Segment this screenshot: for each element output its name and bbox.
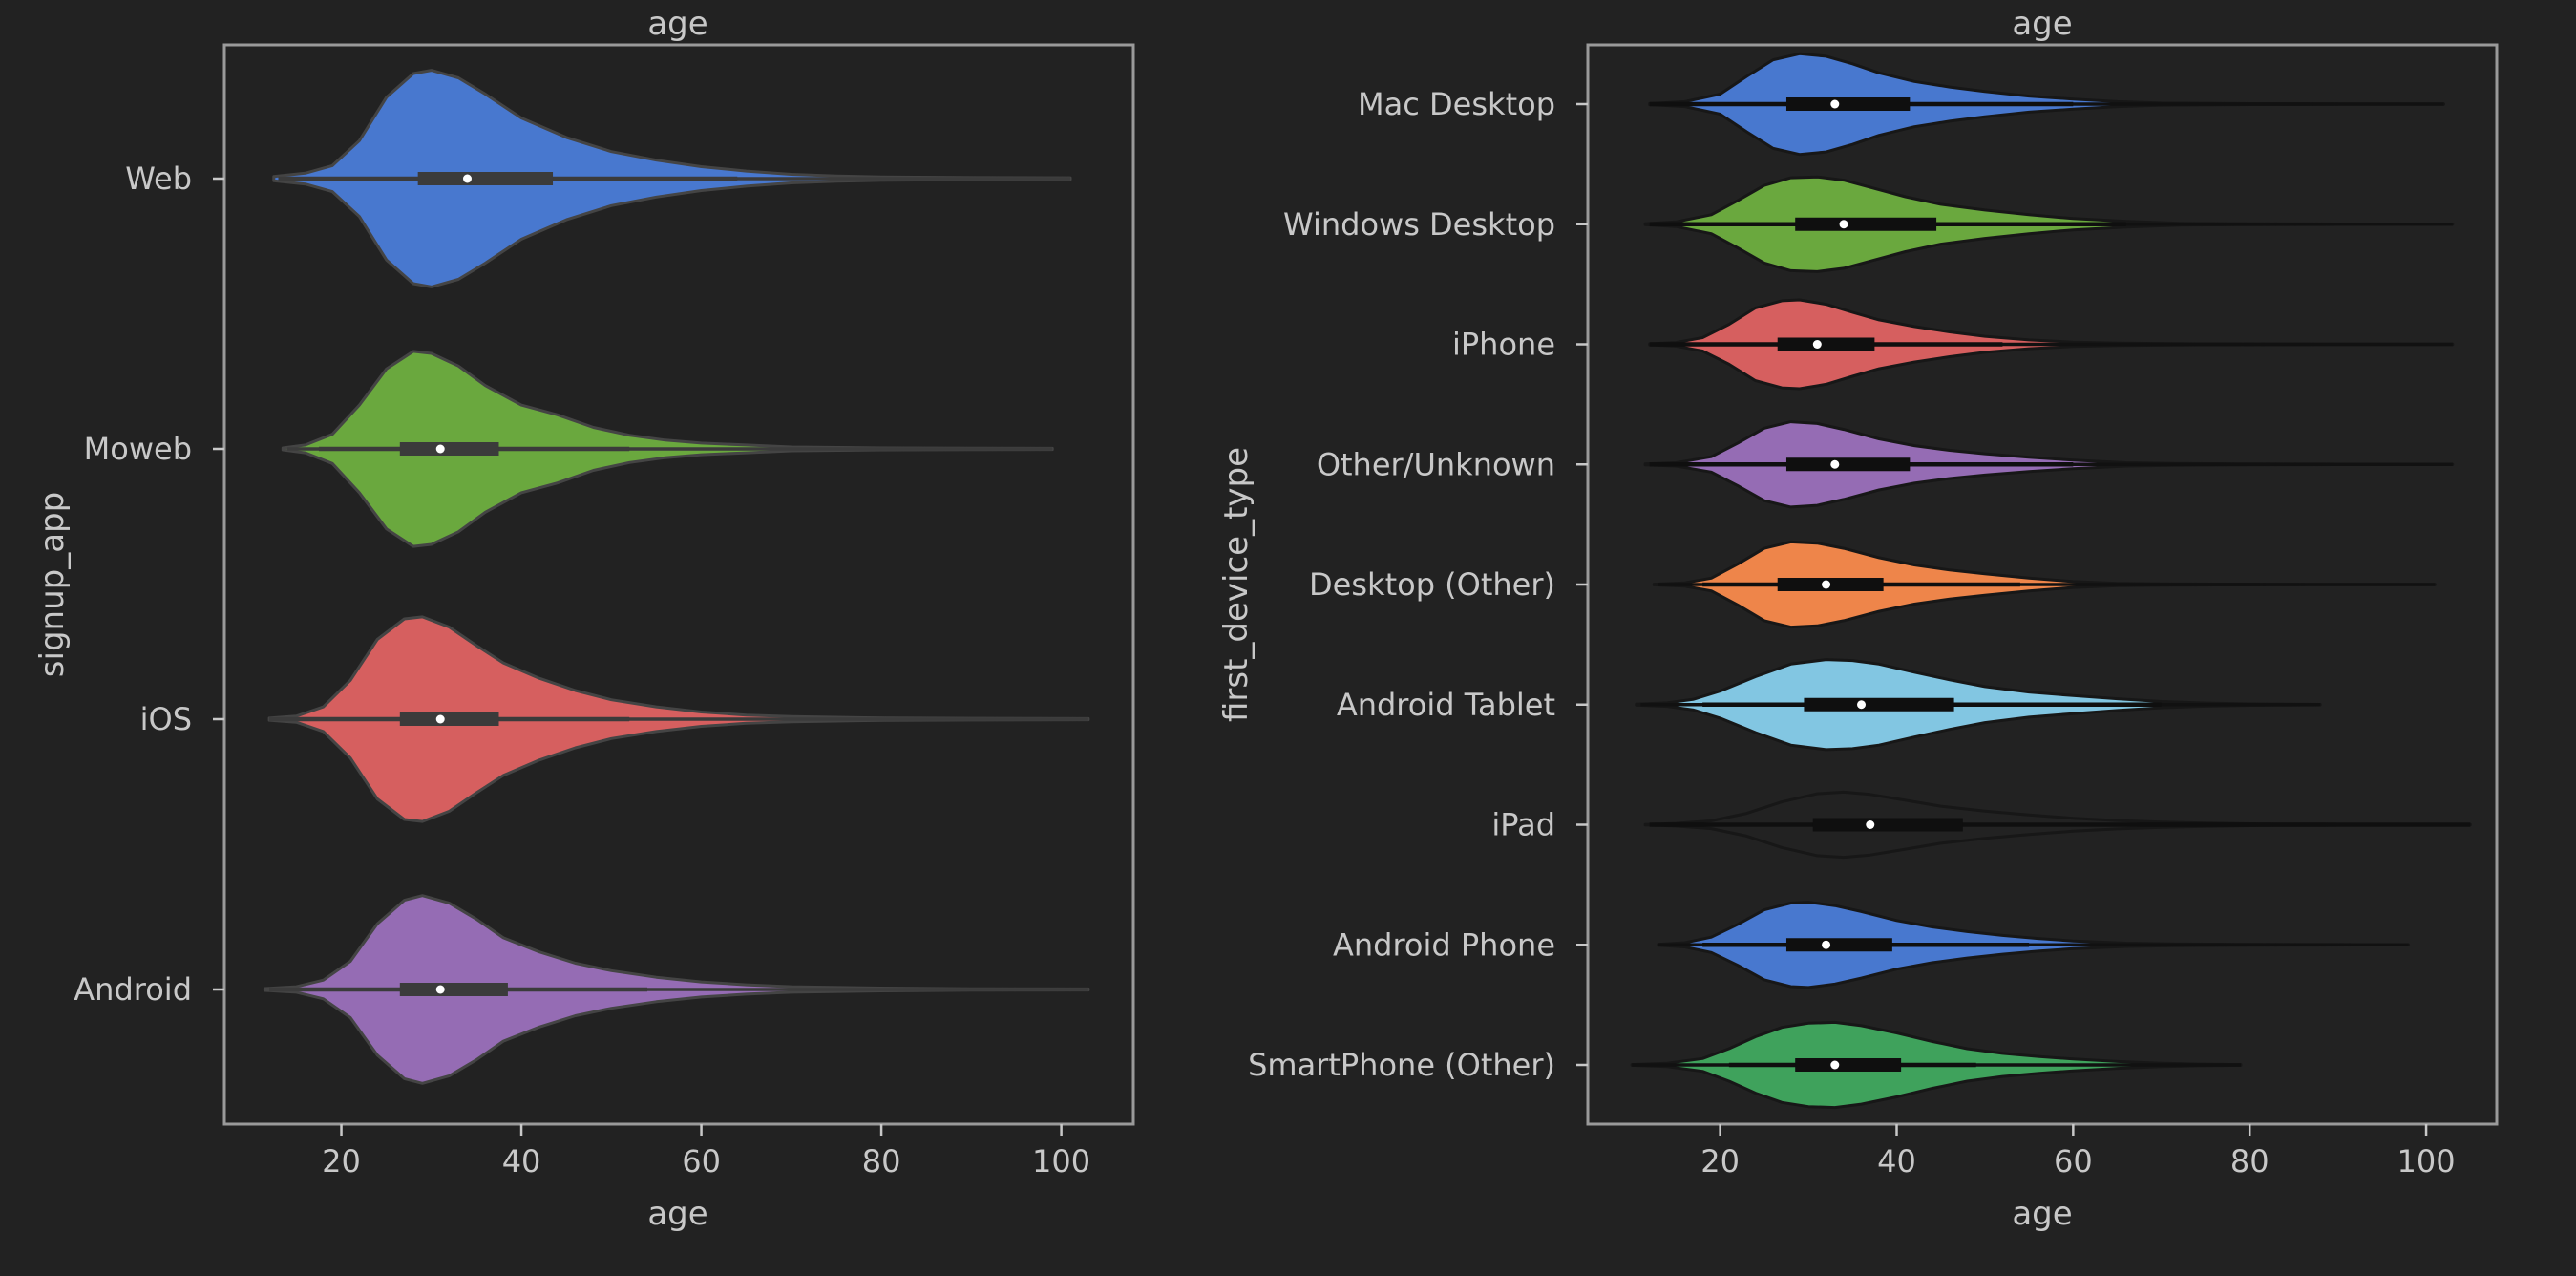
x-tick-label-100: 100	[2397, 1143, 2456, 1180]
left-violins	[263, 69, 1090, 1085]
x-tick-label-60: 60	[2054, 1143, 2093, 1180]
median-dot-ios	[435, 714, 445, 724]
median-dot-ipad	[1866, 820, 1875, 829]
median-dot-web	[462, 174, 472, 183]
x-tick-label-40: 40	[1877, 1143, 1916, 1180]
iqr-box-smartphone-other	[1795, 1058, 1902, 1072]
iqr-box-moweb	[399, 442, 499, 456]
median-dot-mac-desktop	[1830, 99, 1840, 109]
iqr-box-ipad	[1812, 818, 1963, 832]
x-tick-label-20: 20	[322, 1143, 361, 1180]
median-dot-android-phone	[1822, 940, 1831, 949]
y-tick-label-android-phone: Android Phone	[1333, 926, 1555, 963]
iqr-box-iphone	[1777, 337, 1875, 351]
median-dot-other-unknown	[1830, 459, 1840, 469]
left-x-axis-ticks: 20 40 60 80 100	[322, 1124, 1090, 1180]
left-x-axis-label: age	[647, 1195, 707, 1233]
right-x-axis-label: age	[2012, 1195, 2072, 1233]
iqr-box-android-phone	[1785, 938, 1892, 952]
x-tick-label-80: 80	[2230, 1143, 2270, 1180]
left-y-axis-label: signup_app	[33, 492, 72, 677]
right-y-axis-ticks: Mac Desktop Windows Desktop iPhone Other/Un…	[1248, 86, 1588, 1083]
iqr-box-web	[417, 172, 554, 185]
x-tick-label-20: 20	[1700, 1143, 1740, 1180]
y-tick-label-other-unknown: Other/Unknown	[1317, 446, 1555, 482]
y-tick-label-ios: iOS	[140, 701, 192, 737]
left-plot-frame	[222, 43, 1135, 1126]
iqr-box-mac-desktop	[1785, 97, 1911, 111]
y-tick-label-desktop-other: Desktop (Other)	[1309, 566, 1555, 603]
signup-app-violin-panel: age Web Moweb iOS Android 20 40 60 80 100 age s…	[33, 5, 1135, 1233]
right-panel-title: age	[2012, 5, 2072, 43]
median-dot-android	[435, 985, 445, 994]
y-tick-label-android: Android	[74, 971, 192, 1008]
y-tick-label-smartphone-other: SmartPhone (Other)	[1248, 1047, 1555, 1083]
median-dot-android-tablet	[1857, 700, 1867, 710]
x-tick-label-60: 60	[682, 1143, 721, 1180]
y-tick-label-ipad: iPad	[1491, 807, 1555, 843]
median-dot-iphone	[1812, 340, 1822, 349]
right-y-axis-label: first_device_type	[1217, 447, 1256, 722]
left-panel-title: age	[647, 5, 707, 43]
median-dot-windows-desktop	[1839, 220, 1848, 229]
iqr-box-android	[399, 983, 508, 996]
iqr-box-ios	[399, 712, 499, 726]
y-tick-label-windows-desktop: Windows Desktop	[1283, 206, 1555, 243]
x-tick-label-80: 80	[862, 1143, 901, 1180]
median-dot-moweb	[435, 444, 445, 454]
x-tick-label-40: 40	[502, 1143, 541, 1180]
y-tick-label-moweb: Moweb	[84, 431, 192, 467]
right-x-axis-ticks: 20 40 60 80 100	[1700, 1124, 2456, 1180]
left-y-axis-ticks: Web Moweb iOS Android	[74, 160, 224, 1008]
iqr-box-android-tablet	[1804, 697, 1954, 712]
median-dot-smartphone-other	[1830, 1060, 1840, 1070]
x-tick-label-100: 100	[1032, 1143, 1090, 1180]
right-violins	[1630, 52, 2472, 1110]
median-dot-desktop-other	[1822, 580, 1831, 589]
y-tick-label-iphone: iPhone	[1452, 327, 1555, 363]
iqr-box-windows-desktop	[1795, 217, 1937, 231]
first-device-type-violin-panel: age Mac Desktop Windows Desktop iPhone Othe…	[1217, 5, 2499, 1233]
iqr-box-other-unknown	[1785, 457, 1911, 472]
iqr-box-desktop-other	[1777, 578, 1884, 591]
y-tick-label-mac-desktop: Mac Desktop	[1358, 86, 1555, 122]
y-tick-label-android-tablet: Android Tablet	[1337, 687, 1555, 723]
y-tick-label-web: Web	[125, 160, 192, 197]
